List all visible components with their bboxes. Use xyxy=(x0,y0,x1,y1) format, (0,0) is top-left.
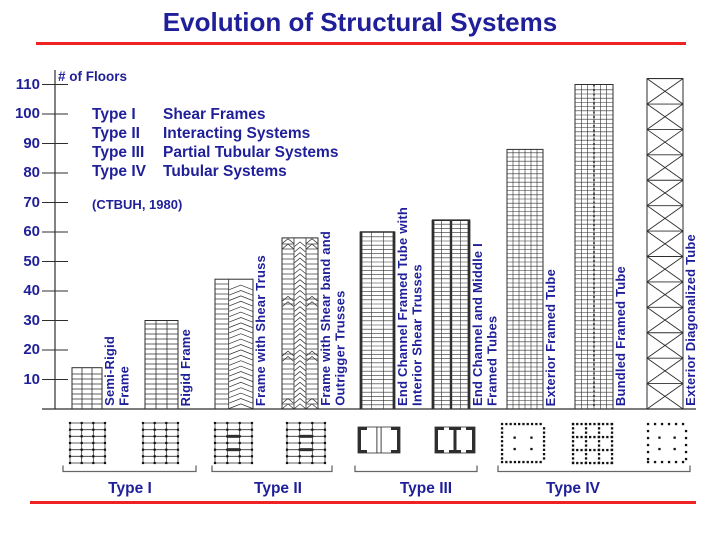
legend-desc: Tubular Systems xyxy=(163,163,287,180)
building-bar-1 xyxy=(71,367,103,410)
y-tick-20: 20 xyxy=(23,341,40,358)
shear-band-frame-plan-icon xyxy=(213,421,254,465)
building-label-4: Frame with Shear band and Outrigger Trus… xyxy=(318,231,348,406)
type-label-3: Type III xyxy=(399,480,453,497)
type-label-4: Type IV xyxy=(546,480,600,497)
group-bracket xyxy=(62,465,197,473)
page-title: Evolution of Structural Systems xyxy=(162,7,558,37)
type-group-plans-3 xyxy=(354,426,478,473)
legend-row-1: Type I Shear Frames xyxy=(92,106,266,124)
y-tick-90: 90 xyxy=(23,134,40,152)
building-label-8: Bundled Framed Tube xyxy=(613,265,628,406)
type-label-2: Type II xyxy=(254,480,302,497)
building-label-5: End Channel Framed Tube with Interior Sh… xyxy=(395,207,425,406)
y-tick-40: 40 xyxy=(23,282,40,299)
building-label-9: Exterior Diagonalized Tube xyxy=(683,234,698,406)
rigid-frame-plan-icon xyxy=(68,421,107,465)
legend-desc: Partial Tubular Systems xyxy=(163,144,339,161)
building-bar-4 xyxy=(281,237,319,410)
legend-term: Type IV xyxy=(92,163,146,180)
building-bar-8 xyxy=(574,84,614,410)
legend-desc: Interacting Systems xyxy=(163,125,311,142)
bottom-rule xyxy=(30,501,696,504)
building-label-6: End Channel and Middle I Framed Tubes xyxy=(470,243,500,406)
building-bar-5 xyxy=(359,231,396,410)
source-note: (CTBUH, 1980) xyxy=(92,197,183,212)
group-bracket xyxy=(211,465,333,473)
legend-row-3: Type III Partial Tubular Systems xyxy=(92,144,338,162)
group-bracket xyxy=(354,465,478,473)
type-group-plans-2 xyxy=(211,421,333,473)
y-tick-30: 30 xyxy=(23,311,40,329)
building-label-1: Semi-Rigid Frame xyxy=(102,336,132,406)
y-axis-title: # of Floors xyxy=(58,69,128,84)
legend-term: Type II xyxy=(92,125,140,142)
framed-tube-plan-icon xyxy=(500,422,546,464)
type-group-plans-4 xyxy=(497,422,691,473)
legend-desc: Shear Frames xyxy=(163,106,266,123)
legend-row-2: Type II Interacting Systems xyxy=(92,125,310,143)
type-group-plans-1 xyxy=(62,421,197,473)
y-tick-10: 10 xyxy=(23,370,40,388)
y-tick-80: 80 xyxy=(23,164,40,181)
building-label-2: Rigid Frame xyxy=(178,328,193,406)
y-tick-110: 110 xyxy=(15,75,40,93)
y-axis xyxy=(42,70,68,409)
building-bar-7 xyxy=(506,148,544,410)
type-label-1: Type I xyxy=(108,480,152,497)
y-tick-50: 50 xyxy=(23,252,40,270)
building-bar-6 xyxy=(431,219,471,410)
building-label-7: Exterior Framed Tube xyxy=(543,268,558,406)
end-channel-tube-plan-icon xyxy=(357,426,401,454)
shear-band-frame-plan-icon xyxy=(285,421,327,465)
bundled-tube-plan-icon xyxy=(571,422,614,465)
building-bar-3 xyxy=(214,278,254,410)
legend-term: Type III xyxy=(92,144,145,161)
diagonalized-tube-plan-icon xyxy=(646,422,688,464)
building-label-3: Frame with Shear Truss xyxy=(253,254,268,406)
building-bar-9 xyxy=(646,78,684,410)
group-bracket xyxy=(497,465,691,473)
title-underline xyxy=(36,42,686,45)
rigid-frame-plan-icon xyxy=(141,421,180,465)
y-tick-60: 60 xyxy=(23,223,40,240)
channel-and-I-tube-plan-icon xyxy=(434,426,476,454)
y-tick-100: 100 xyxy=(14,105,40,122)
building-bar-2 xyxy=(144,320,179,410)
y-tick-70: 70 xyxy=(23,193,40,211)
legend-term: Type I xyxy=(92,106,136,123)
legend-row-4: Type IV Tubular Systems xyxy=(92,163,287,181)
